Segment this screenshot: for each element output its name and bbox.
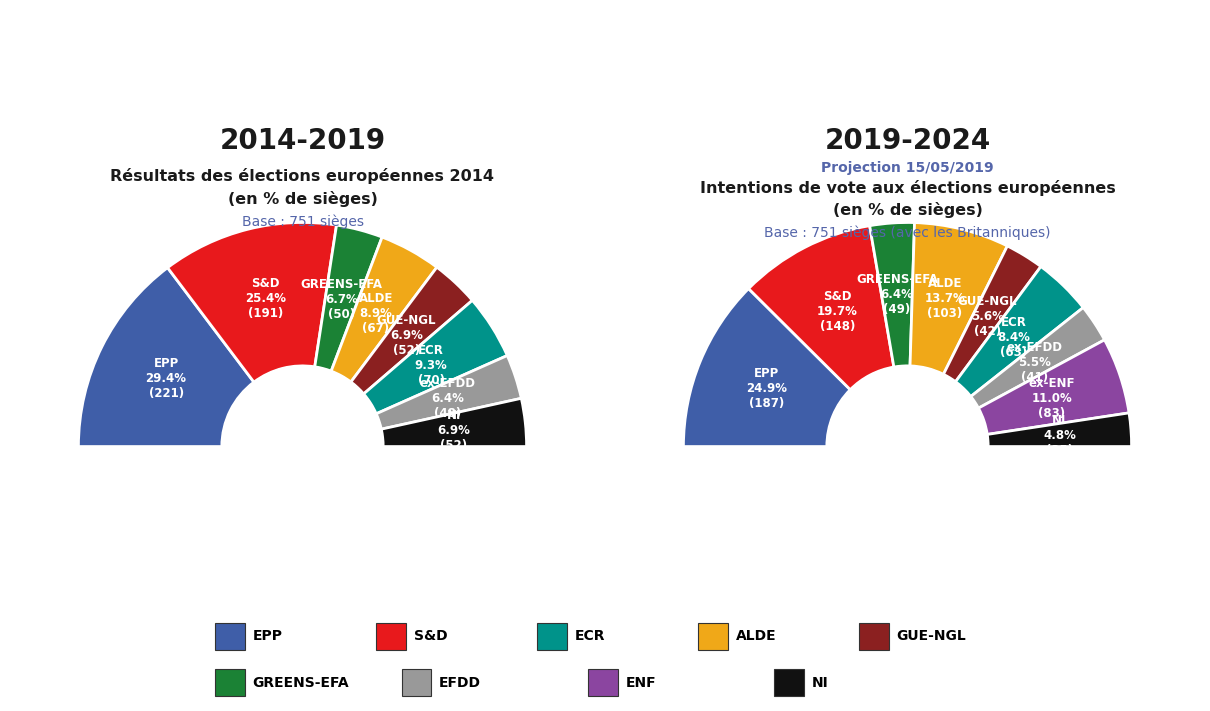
Wedge shape [332,237,437,382]
Wedge shape [315,225,382,371]
Bar [774,669,805,697]
Text: ex-EFDD
6.4%
(48): ex-EFDD 6.4% (48) [419,378,476,420]
Bar [376,623,405,651]
Text: GUE-NGL
6.9%
(52): GUE-NGL 6.9% (52) [376,314,437,357]
Text: Base : 751 sièges (avec les Britanniques): Base : 751 sièges (avec les Britanniques… [765,226,1050,240]
Polygon shape [56,447,549,559]
Text: S&D
19.7%
(148): S&D 19.7% (148) [817,290,858,333]
Bar [402,669,432,697]
Text: GUE-NGL
5.6%
(42): GUE-NGL 5.6% (42) [957,295,1016,338]
Wedge shape [79,267,254,447]
Bar [215,623,244,651]
Circle shape [826,366,989,528]
Text: 2019-2024: 2019-2024 [824,127,991,155]
Wedge shape [167,223,336,382]
Text: ECR
8.4%
(63): ECR 8.4% (63) [997,316,1030,358]
Polygon shape [661,447,1154,559]
Wedge shape [910,223,1008,374]
Wedge shape [376,356,522,429]
Wedge shape [749,225,894,390]
Bar [215,669,244,697]
Text: ECR: ECR [575,629,605,643]
Text: ENF: ENF [626,675,656,690]
Wedge shape [870,223,915,367]
Wedge shape [351,267,472,394]
Text: Base : 751 sièges: Base : 751 sièges [242,215,363,229]
Wedge shape [684,289,851,447]
Wedge shape [956,267,1083,397]
Wedge shape [381,398,526,447]
Text: ex-EFDD
5.5%
(41): ex-EFDD 5.5% (41) [1007,341,1062,384]
Text: ex-ENF
11.0%
(83): ex-ENF 11.0% (83) [1028,377,1076,419]
Wedge shape [970,308,1105,408]
Text: ECR
9.3%
(70): ECR 9.3% (70) [415,343,448,387]
Text: EFDD: EFDD [439,675,482,690]
Text: ALDE
8.9%
(67): ALDE 8.9% (67) [359,292,393,335]
Text: EPP
24.9%
(187): EPP 24.9% (187) [747,367,788,410]
Text: NI
4.8%
(35): NI 4.8% (35) [1043,414,1076,456]
Circle shape [221,366,384,528]
Bar [698,623,728,651]
Bar [588,669,617,697]
Bar [859,623,888,651]
Wedge shape [979,340,1129,434]
Bar [537,623,566,651]
Text: NI
6.9%
(52): NI 6.9% (52) [438,409,471,451]
Text: ALDE: ALDE [736,629,776,643]
Text: Résultats des élections européennes 2014: Résultats des élections européennes 2014 [110,169,495,184]
Wedge shape [987,413,1131,447]
Text: Intentions de vote aux élections européennes: Intentions de vote aux élections europée… [699,180,1116,196]
Wedge shape [944,246,1041,382]
Text: ALDE
13.7%
(103): ALDE 13.7% (103) [924,277,966,320]
Text: (en % de sièges): (en % de sièges) [832,202,983,218]
Text: (en % de sièges): (en % de sièges) [227,191,378,207]
Text: EPP
29.4%
(221): EPP 29.4% (221) [145,357,186,400]
Text: GREENS-EFA
6.7%
(50): GREENS-EFA 6.7% (50) [300,278,382,321]
Text: 2014-2019: 2014-2019 [219,127,386,155]
Text: GUE-NGL: GUE-NGL [897,629,966,643]
Text: GREENS-EFA
6.4%
(49): GREENS-EFA 6.4% (49) [855,273,938,316]
Text: Projection 15/05/2019: Projection 15/05/2019 [822,161,993,176]
Text: EPP: EPP [253,629,283,643]
Wedge shape [364,300,507,414]
Text: NI: NI [812,675,829,690]
Text: S&D: S&D [414,629,448,643]
Text: GREENS-EFA: GREENS-EFA [253,675,350,690]
Text: S&D
25.4%
(191): S&D 25.4% (191) [244,277,286,320]
